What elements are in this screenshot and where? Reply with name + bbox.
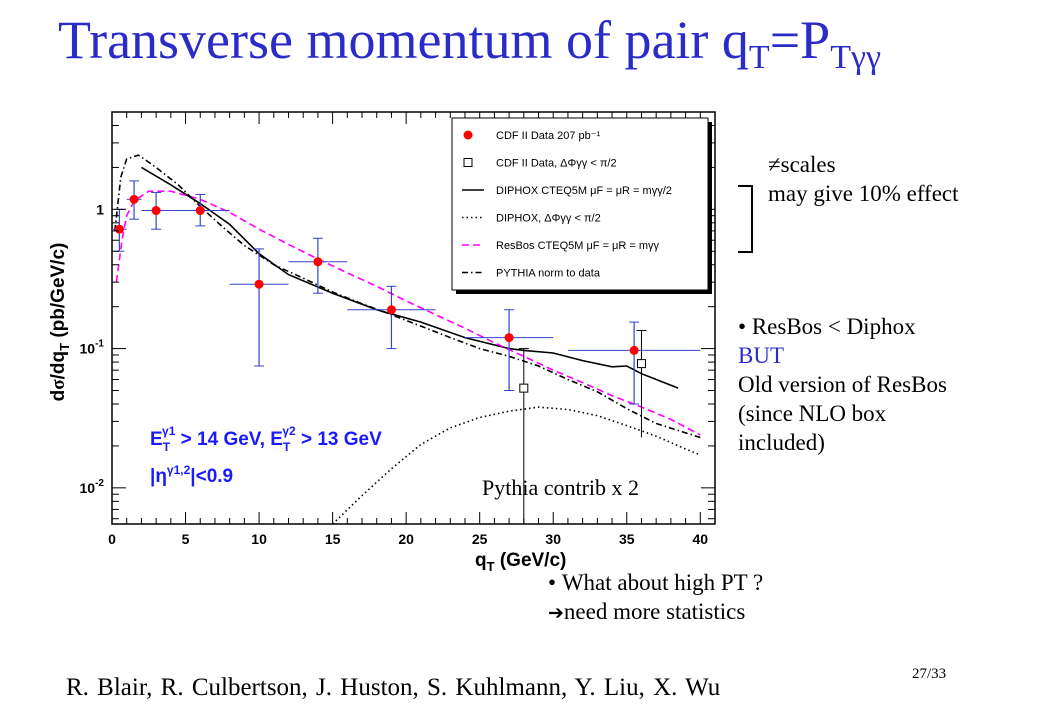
legend-label-2: DIPHOX CTEQ5M μF = μR = mγγ/2 — [496, 185, 672, 197]
high-pt-note-line1: What about high PT ? — [548, 568, 763, 597]
scales-note: ≠scales may give 10% effect — [768, 150, 959, 208]
resbos-note-line4: (since NLO box — [738, 401, 887, 426]
legend-symbol-1 — [463, 158, 473, 167]
legend-label-5: PYTHIA norm to data — [496, 268, 601, 280]
x-tick-label-30: 30 — [545, 531, 561, 547]
resbos-note-line5: included) — [738, 430, 825, 455]
legend-label-0: CDF II Data 207 pb⁻¹ — [496, 130, 601, 142]
legend-label-1: CDF II Data, ΔΦγγ < π/2 — [496, 158, 617, 170]
high-pt-note-line2: ➔need more statistics — [548, 599, 746, 624]
cut-label-eta: |ηγ1,2|<0.9 — [150, 463, 233, 487]
x-tick-label-40: 40 — [693, 531, 709, 547]
scales-note-line2: may give 10% effect — [768, 181, 959, 206]
page-number: 27/33 — [912, 666, 947, 682]
data-point-1 — [129, 194, 139, 204]
arrow-icon: ➔ — [548, 602, 564, 624]
resbos-note-line1: ResBos < Diphox — [738, 312, 947, 341]
resbos-note-but: BUT — [738, 343, 784, 368]
y-tick-label-2: 10-2 — [80, 478, 105, 496]
y-tick-label-1: 10-1 — [80, 339, 105, 357]
legend-symbol-0 — [463, 130, 473, 140]
x-tick-label-5: 5 — [182, 531, 190, 547]
y-axis-label: dσ/dqT (pb/GeV/c) — [48, 243, 72, 402]
data-point-0 — [114, 224, 124, 234]
x-axis-label: qT (GeV/c) — [475, 550, 566, 574]
legend-box — [451, 117, 709, 291]
square-point-1 — [636, 359, 646, 369]
curve-dotted-3 — [332, 406, 701, 524]
curve-solid-2 — [140, 166, 679, 389]
x-tick-label-25: 25 — [472, 531, 488, 547]
scales-bracket — [738, 185, 753, 253]
resbos-note-line3: Old version of ResBos — [738, 372, 947, 397]
x-tick-label-35: 35 — [619, 531, 635, 547]
data-point-3 — [195, 206, 205, 216]
curve-dashdot-5 — [114, 154, 701, 439]
data-point-6 — [386, 305, 396, 315]
x-tick-label-20: 20 — [398, 531, 414, 547]
y-tick-label-0: 1 — [96, 201, 104, 217]
scales-note-line1: ≠scales — [768, 152, 836, 177]
cut-label-energy: ETγ1 > 14 GeV, ETγ2 > 13 GeV — [150, 424, 382, 454]
legend-label-4: ResBos CTEQ5M μF = μR = mγγ — [496, 240, 660, 252]
square-point-0 — [519, 383, 529, 393]
data-point-5 — [313, 257, 323, 267]
data-point-2 — [151, 206, 161, 216]
x-tick-label-15: 15 — [325, 531, 341, 547]
curve-dashed-4 — [115, 190, 701, 436]
x-tick-label-10: 10 — [251, 531, 267, 547]
authors: R. Blair, R. Culbertson, J. Huston, S. K… — [66, 674, 721, 701]
resbos-note: ResBos < Diphox BUT Old version of ResBo… — [738, 312, 947, 457]
data-point-4 — [254, 279, 264, 289]
data-point-7 — [504, 333, 514, 343]
high-pt-note: What about high PT ? ➔need more statisti… — [548, 568, 763, 628]
slide-title: Transverse momentum of pair qT=PTγγ — [58, 10, 882, 76]
pythia-annotation: Pythia contrib x 2 — [482, 475, 639, 500]
data-point-8 — [629, 345, 639, 355]
x-tick-label-0: 0 — [108, 531, 116, 547]
legend-label-3: DIPHOX, ΔΦγγ < π/2 — [496, 213, 601, 225]
